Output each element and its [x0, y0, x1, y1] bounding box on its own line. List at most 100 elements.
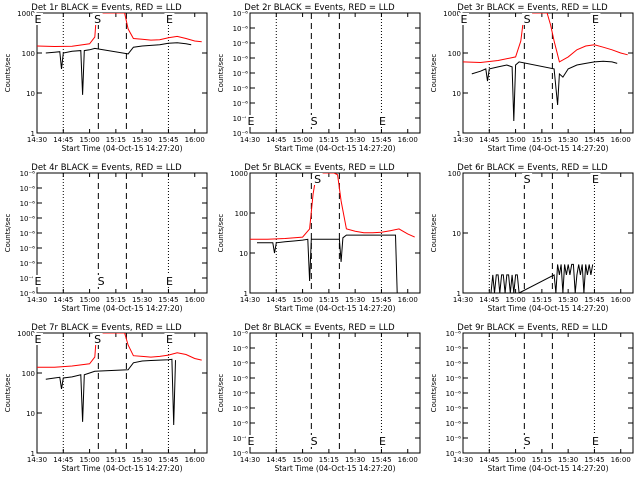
marker-backdrop	[246, 115, 256, 127]
y-tick-label: 10⁻⁶	[233, 55, 249, 63]
x-tick-label: 15:00	[505, 456, 525, 464]
y-tick-label: 10⁻⁶	[233, 330, 249, 338]
y-tick-label: 10⁻⁶	[233, 85, 249, 93]
x-tick-label: 16:00	[611, 296, 631, 304]
y-tick-label: 100	[22, 370, 35, 378]
event-marker-label: S	[311, 115, 318, 128]
x-tick-label: 14:30	[27, 136, 47, 144]
y-tick-label: 100	[235, 210, 248, 218]
y-tick-label: 10⁻⁶	[446, 405, 462, 413]
detector-panel: Det 5r BLACK = Events, RED = LLD 14:30 14:…	[217, 163, 421, 313]
marker-backdrop	[522, 13, 533, 25]
marker-backdrop	[590, 173, 601, 185]
marker-backdrop	[164, 13, 175, 25]
y-tick-label: 10⁻⁶	[233, 130, 249, 138]
event-marker-label: E	[35, 333, 42, 346]
y-tick-label: 100	[22, 50, 35, 58]
marker-backdrop	[96, 275, 107, 287]
x-tick-label: 14:45	[53, 296, 73, 304]
plot-frame	[36, 332, 208, 454]
y-tick-label: 1000	[17, 330, 35, 338]
x-tick-label: 15:45	[584, 296, 604, 304]
x-tick-label: 15:00	[292, 136, 312, 144]
y-tick-label: 10⁻⁶	[446, 435, 462, 443]
y-tick-label: 10⁻⁶	[20, 185, 36, 193]
detector-panel: Det 1r BLACK = Events, RED = LLD 14:30 14:…	[4, 3, 208, 153]
lld-series-line	[37, 333, 202, 368]
x-tick-label: 14:45	[266, 136, 286, 144]
y-tick-label: 10	[26, 410, 35, 418]
event-marker-label: E	[166, 333, 173, 346]
x-tick-label: 15:00	[292, 296, 312, 304]
x-tick-label: 16:00	[398, 456, 418, 464]
x-axis-label: Start Time (04-Oct-15 14:27:20)	[274, 144, 395, 153]
x-tick-label: 16:00	[185, 296, 205, 304]
x-tick-label: 15:15	[106, 456, 126, 464]
event-marker-label: S	[524, 173, 531, 186]
y-tick-label: 10⁻⁶	[446, 420, 462, 428]
x-axis-label: Start Time (04-Oct-15 14:27:20)	[487, 144, 608, 153]
event-marker-label: E	[379, 115, 386, 128]
x-tick-label: 15:30	[345, 136, 365, 144]
detector-panel: Det 9r BLACK = Events, RED = LLD 14:30 14:…	[430, 323, 634, 473]
y-tick-label: 10	[452, 90, 461, 98]
x-tick-label: 15:45	[158, 136, 178, 144]
lld-series-line	[250, 173, 415, 240]
y-tick-label: 10⁻⁶	[233, 405, 249, 413]
detector-panel: Det 3r BLACK = Events, RED = LLD 14:30 14:…	[430, 3, 634, 153]
y-axis-label: Counts/sec	[217, 54, 225, 93]
y-tick-label: 10⁻⁶	[446, 360, 462, 368]
marker-backdrop	[590, 435, 601, 447]
chart-title: Det 6r BLACK = Events, RED = LLD	[457, 163, 608, 173]
y-tick-label: 10⁻⁶	[233, 375, 249, 383]
marker-backdrop	[377, 435, 388, 447]
event-marker-label: S	[94, 333, 101, 346]
y-axis-label: Counts/sec	[4, 374, 12, 413]
x-tick-label: 15:45	[584, 456, 604, 464]
lld-series-line	[463, 13, 628, 64]
marker-backdrop	[164, 333, 175, 345]
event-marker-label: S	[94, 13, 101, 26]
chart-title: Det 3r BLACK = Events, RED = LLD	[457, 3, 608, 13]
event-marker-label: E	[248, 115, 255, 128]
events-series-line	[257, 234, 398, 293]
detector-panel: Det 6r BLACK = Events, RED = LLD 14:30 14:…	[430, 163, 634, 313]
event-marker-label: E	[248, 435, 255, 448]
event-marker-label: E	[166, 13, 173, 26]
x-tick-label: 15:45	[371, 296, 391, 304]
event-marker-label: S	[98, 275, 105, 288]
detector-panel: Det 4r BLACK = Events, RED = LLD 14:30 14:…	[4, 163, 208, 313]
y-tick-label: 10⁻⁶	[233, 40, 249, 48]
x-tick-label: 16:00	[398, 136, 418, 144]
x-tick-label: 14:30	[240, 136, 260, 144]
y-tick-label: 10⁻⁶	[20, 170, 36, 178]
marker-backdrop	[164, 275, 175, 287]
chart-title: Det 8r BLACK = Events, RED = LLD	[244, 323, 395, 333]
x-tick-label: 15:00	[79, 456, 99, 464]
y-tick-label: 10⁻⁶	[233, 25, 249, 33]
y-tick-label: 1	[244, 290, 248, 298]
y-tick-label: 1000	[17, 10, 35, 18]
plot-frame	[462, 172, 634, 294]
x-tick-label: 15:30	[345, 456, 365, 464]
event-marker-label: E	[35, 275, 42, 288]
y-tick-label: 10	[452, 230, 461, 238]
chart-title: Det 9r BLACK = Events, RED = LLD	[457, 323, 608, 333]
x-tick-label: 14:30	[240, 296, 260, 304]
x-axis-label: Start Time (04-Oct-15 14:27:20)	[487, 304, 608, 313]
events-series-line	[471, 60, 618, 122]
lld-series-line	[37, 13, 202, 48]
x-tick-label: 15:45	[158, 296, 178, 304]
marker-backdrop	[377, 115, 388, 127]
x-tick-label: 15:30	[558, 296, 578, 304]
y-tick-label: 10⁻⁶	[233, 390, 249, 398]
y-tick-label: 10	[26, 90, 35, 98]
y-tick-label: 1	[31, 130, 35, 138]
x-tick-label: 15:30	[132, 456, 152, 464]
x-tick-label: 15:00	[505, 136, 525, 144]
y-tick-label: 10⁻⁶	[233, 435, 249, 443]
event-marker-label: S	[314, 173, 321, 186]
plot-frame	[249, 12, 421, 134]
y-tick-label: 1	[31, 450, 35, 458]
y-tick-label: 10⁻⁶	[20, 200, 36, 208]
